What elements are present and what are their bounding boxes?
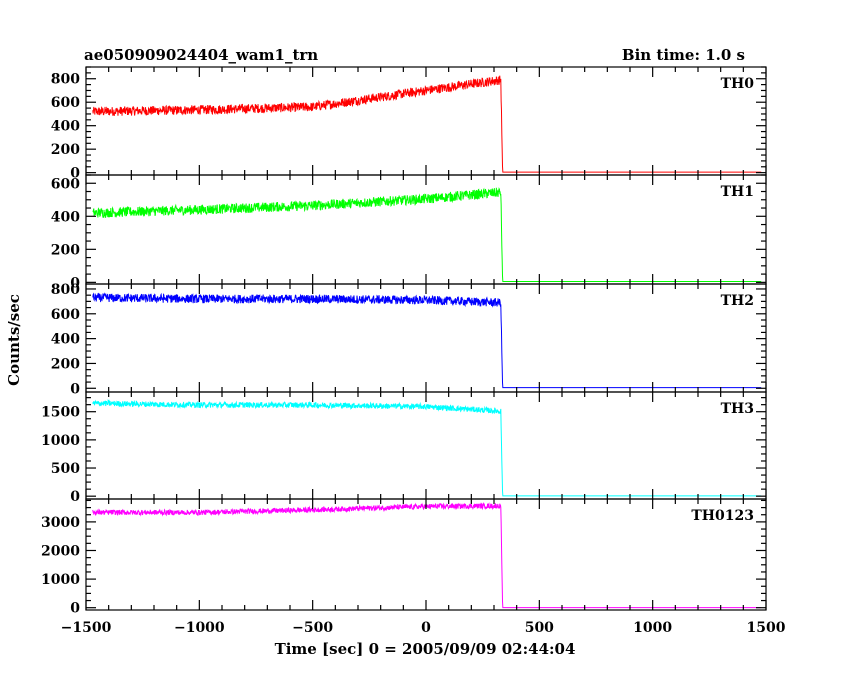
- panel-th3: 0 500 1000 1500 TH3: [41, 391, 767, 505]
- y-tick-label: 500: [51, 461, 80, 477]
- y-tick-label: 1500: [41, 405, 80, 421]
- y-tick-label: 0: [70, 275, 80, 291]
- series-line-th0123: [92, 501, 762, 609]
- panel-frame: [85, 66, 767, 176]
- panels-group: 0 200 400 600 800 TH0 0 200 400 600 TH1 0 200 400 600 8…: [41, 66, 767, 617]
- x-tick-label: −500: [292, 620, 333, 636]
- panel-label-th2: TH2: [721, 293, 754, 309]
- panel-th2: 0 200 400 600 800 TH2: [51, 282, 767, 397]
- y-tick-label: 600: [51, 307, 80, 323]
- panel-label-th0: TH0: [721, 76, 755, 92]
- panel-th0: 0 200 400 600 800 TH0: [51, 66, 767, 182]
- y-tick-label: 1000: [41, 433, 80, 449]
- panel-th1: 0 200 400 600 TH1: [51, 174, 767, 291]
- y-tick-label: 0: [70, 601, 80, 617]
- x-tick-label: 0: [421, 620, 431, 636]
- y-tick-label: 400: [51, 119, 80, 135]
- y-tick-label: 0: [70, 166, 80, 182]
- panel-frame: [85, 174, 767, 285]
- panel-label-th3: TH3: [721, 401, 754, 417]
- y-tick-label: 800: [51, 72, 80, 88]
- series-line-th0: [92, 75, 762, 173]
- y-tick-label: 3000: [41, 515, 80, 531]
- y-tick-label: 600: [51, 95, 80, 111]
- y-tick-label: 600: [51, 176, 80, 192]
- y-tick-label: 400: [51, 332, 80, 348]
- series-line-th2: [92, 292, 762, 389]
- x-tick-label: 1500: [747, 620, 786, 636]
- y-axis-label: Counts/sec: [5, 294, 23, 386]
- panel-label-th0123: TH0123: [691, 508, 754, 524]
- y-tick-label: 400: [51, 209, 80, 225]
- y-tick-label: 200: [51, 142, 80, 158]
- y-tick-label: 200: [51, 242, 80, 258]
- series-line-th3: [92, 399, 762, 497]
- chart-title: ae050909024404_wam1_trn: [84, 46, 318, 64]
- bin-time-label: Bin time: 1.0 s: [622, 46, 745, 64]
- y-tick-label: 800: [51, 282, 80, 298]
- x-tick-label: −1000: [174, 620, 225, 636]
- x-axis: −1500 −1000 −500 0 500 1000 1500: [61, 620, 786, 636]
- y-tick-label: 0: [70, 381, 80, 397]
- y-tick-label: 0: [70, 489, 80, 505]
- panel-label-th1: TH1: [721, 184, 754, 200]
- x-tick-label: 1000: [633, 620, 672, 636]
- y-tick-label: 1000: [41, 572, 80, 588]
- x-axis-label: Time [sec] 0 = 2005/09/09 02:44:04: [275, 640, 576, 658]
- x-tick-label: −1500: [61, 620, 112, 636]
- y-tick-label: 2000: [41, 543, 80, 559]
- x-tick-label: 500: [525, 620, 554, 636]
- y-tick-label: 200: [51, 356, 80, 372]
- series-line-th1: [92, 187, 762, 283]
- panel-frame: [85, 498, 767, 611]
- panel-th0123: 0 1000 2000 3000 TH0123: [41, 498, 767, 617]
